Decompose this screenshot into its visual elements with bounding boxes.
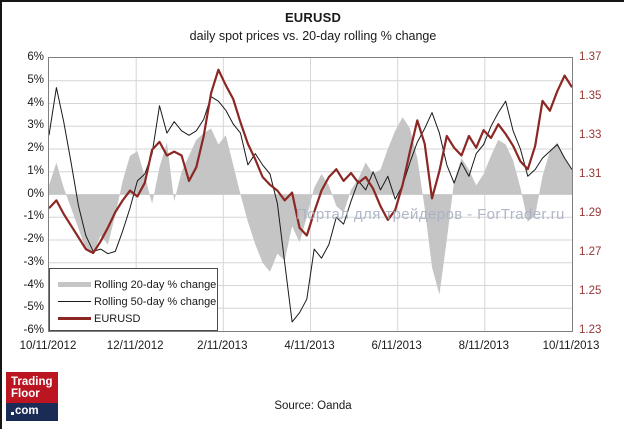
right-axis-tick: 1.33 — [579, 129, 602, 141]
x-axis-tick: 8/11/2013 — [458, 340, 509, 352]
legend-label-50day: Rolling 50-day % change — [94, 295, 217, 308]
legend-swatch-20day-area — [58, 282, 91, 287]
logo-dot-icon — [11, 412, 14, 415]
chart-subtitle: daily spot prices vs. 20-day rolling % c… — [189, 29, 437, 43]
left-axis-tick: 0% — [27, 187, 44, 200]
chart-title: EURUSD — [284, 10, 342, 25]
x-axis-tick: 10/11/2012 — [19, 340, 77, 352]
left-axis-tick: -6% — [23, 324, 44, 336]
logo-top-block: Trading Floor — [6, 372, 58, 403]
logo-word-trading: Trading — [11, 376, 53, 388]
x-axis-tick: 4/11/2013 — [284, 340, 335, 352]
legend-label-eurusd: EURUSD — [94, 312, 141, 325]
logo-bottom-block: com — [6, 403, 58, 421]
right-axis-tick: 1.25 — [579, 285, 602, 297]
series-area-rolling-20day — [49, 117, 572, 295]
source-label: Source: Oanda — [274, 400, 352, 412]
left-axis-tick: 3% — [27, 119, 44, 132]
series-line-rolling-50day — [49, 87, 572, 323]
legend-label-20day: Rolling 20-day % change — [94, 278, 217, 291]
left-axis-tick: 2% — [27, 142, 44, 154]
left-axis-tick: 6% — [27, 51, 44, 63]
legend-item-eurusd: EURUSD — [58, 310, 217, 327]
x-axis-tick: 2/11/2013 — [197, 340, 248, 352]
legend-swatch-50day-line — [58, 301, 91, 302]
left-axis-tick: -2% — [23, 233, 44, 245]
logo-word-floor: Floor — [11, 388, 40, 400]
left-axis-tick: -1% — [23, 210, 44, 223]
watermark-fortrader: Портал для трейдеров - ForTrader.ru — [296, 206, 565, 223]
series-line-eurusd — [49, 68, 572, 255]
left-axis-tick: 1% — [27, 164, 44, 177]
x-axis-tick: 10/11/2013 — [542, 340, 600, 352]
legend-item-50day: Rolling 50-day % change — [58, 293, 217, 310]
right-axis-tick: 1.23 — [579, 324, 602, 336]
x-axis-tick: 6/11/2013 — [371, 340, 422, 352]
tradingfloor-logo: Trading Floor com — [6, 372, 58, 421]
left-axis-tick: -3% — [23, 255, 44, 268]
left-axis-tick: 5% — [27, 73, 44, 86]
legend-swatch-eurusd-line — [58, 317, 91, 320]
right-axis-tick: 1.31 — [579, 168, 602, 180]
left-axis-tick: 4% — [27, 96, 44, 109]
x-axis-tick: 12/11/2012 — [106, 340, 164, 352]
left-axis-tick: -4% — [23, 278, 44, 291]
legend: Rolling 20-day % change Rolling 50-day %… — [49, 268, 218, 331]
left-axis-tick: -5% — [23, 301, 44, 314]
right-axis-tick: 1.35 — [579, 90, 602, 102]
right-axis-tick: 1.27 — [579, 246, 602, 258]
right-axis-tick: 1.37 — [579, 51, 602, 63]
right-axis-tick: 1.29 — [579, 207, 602, 219]
legend-item-20day: Rolling 20-day % change — [58, 276, 217, 293]
logo-word-com: com — [15, 405, 39, 417]
